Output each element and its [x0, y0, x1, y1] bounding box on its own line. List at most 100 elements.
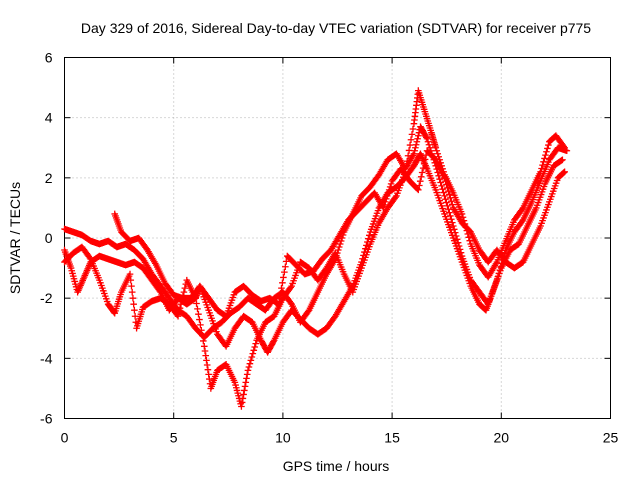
data-point [438, 182, 445, 190]
data-point [385, 186, 393, 194]
data-point [560, 169, 568, 176]
data-point [402, 163, 410, 170]
data-point [415, 186, 422, 194]
data-point [465, 234, 473, 241]
axis-ticks [64, 57, 611, 419]
data-point [406, 141, 414, 149]
data-point [287, 299, 294, 307]
data-point [425, 141, 433, 149]
data-point [251, 343, 259, 351]
data-point [543, 148, 550, 156]
data-point [199, 332, 206, 339]
data-point [197, 321, 204, 329]
data-point [415, 132, 422, 140]
data-point [545, 141, 552, 149]
data-point [336, 240, 344, 248]
data-point [404, 152, 412, 160]
data-point [304, 308, 312, 315]
data-point [413, 138, 421, 146]
data-point [417, 173, 425, 181]
data-point [559, 169, 567, 177]
data-point [445, 187, 452, 195]
data-point [442, 195, 449, 203]
data-point [126, 270, 134, 278]
data-point [415, 182, 423, 189]
data-point [481, 306, 489, 313]
data-point [175, 308, 183, 316]
data-point [518, 205, 526, 213]
data-point [446, 209, 453, 216]
data-point [245, 363, 253, 371]
data-marks [61, 87, 571, 410]
data-point [244, 367, 252, 374]
data-point [278, 284, 285, 292]
data-point [435, 153, 442, 161]
data-point [412, 141, 420, 149]
data-point [449, 222, 457, 230]
data-point [128, 282, 135, 290]
data-point [243, 371, 251, 378]
data-point [410, 150, 418, 158]
data-point [276, 295, 283, 303]
y-tick-label: -2 [40, 290, 53, 306]
data-point [281, 268, 288, 276]
data-point [447, 212, 454, 220]
data-point [421, 156, 429, 163]
data-point [440, 189, 447, 196]
data-point [383, 192, 391, 200]
data-point [240, 391, 247, 398]
data-point [412, 144, 419, 152]
data-point [441, 174, 448, 182]
data-point [405, 147, 413, 154]
data-point [205, 371, 212, 378]
data-point [414, 135, 421, 143]
data-point [444, 184, 451, 192]
data-point [380, 204, 387, 212]
data-point [270, 338, 277, 345]
data-point [437, 179, 444, 186]
x-tick-label: 0 [61, 430, 69, 446]
y-tick-label: 0 [45, 230, 53, 246]
data-point [432, 144, 440, 152]
y-tick-label: 4 [45, 110, 53, 126]
data-point [443, 181, 450, 188]
data-point [433, 147, 441, 155]
data-point [408, 131, 416, 138]
data-point [250, 347, 258, 354]
data-point [127, 276, 135, 284]
data-point [198, 326, 205, 334]
data-point [419, 164, 427, 172]
data-point [418, 169, 426, 176]
y-tick-labels: -6 -4 -2 0 2 4 6 [40, 50, 53, 427]
data-point [540, 158, 547, 166]
y-tick-label: -4 [40, 350, 53, 366]
data-point [544, 145, 551, 152]
data-point [196, 316, 203, 323]
data-point [441, 192, 448, 200]
data-point [453, 236, 461, 243]
data-point [382, 195, 390, 203]
data-point [466, 237, 474, 244]
data-point [458, 210, 466, 218]
data-point [241, 387, 248, 394]
data-point [280, 274, 287, 281]
data-point [415, 129, 423, 137]
x-tick-labels: 0 5 10 15 20 25 [61, 430, 619, 446]
data-point [363, 242, 370, 249]
data-point [156, 287, 163, 295]
x-tick-label: 10 [275, 430, 291, 446]
data-point [180, 288, 188, 296]
data-point [414, 185, 421, 193]
data-point [450, 226, 458, 233]
data-point [201, 347, 209, 355]
data-point [335, 243, 343, 251]
data-point [203, 361, 211, 369]
data-point [334, 246, 342, 254]
data-point [274, 300, 281, 307]
data-point [130, 300, 137, 308]
x-tick-label: 15 [384, 430, 400, 446]
y-tick-label: 6 [45, 50, 53, 66]
series-track-4 [111, 147, 568, 320]
data-point [382, 198, 389, 206]
data-point [448, 219, 456, 226]
